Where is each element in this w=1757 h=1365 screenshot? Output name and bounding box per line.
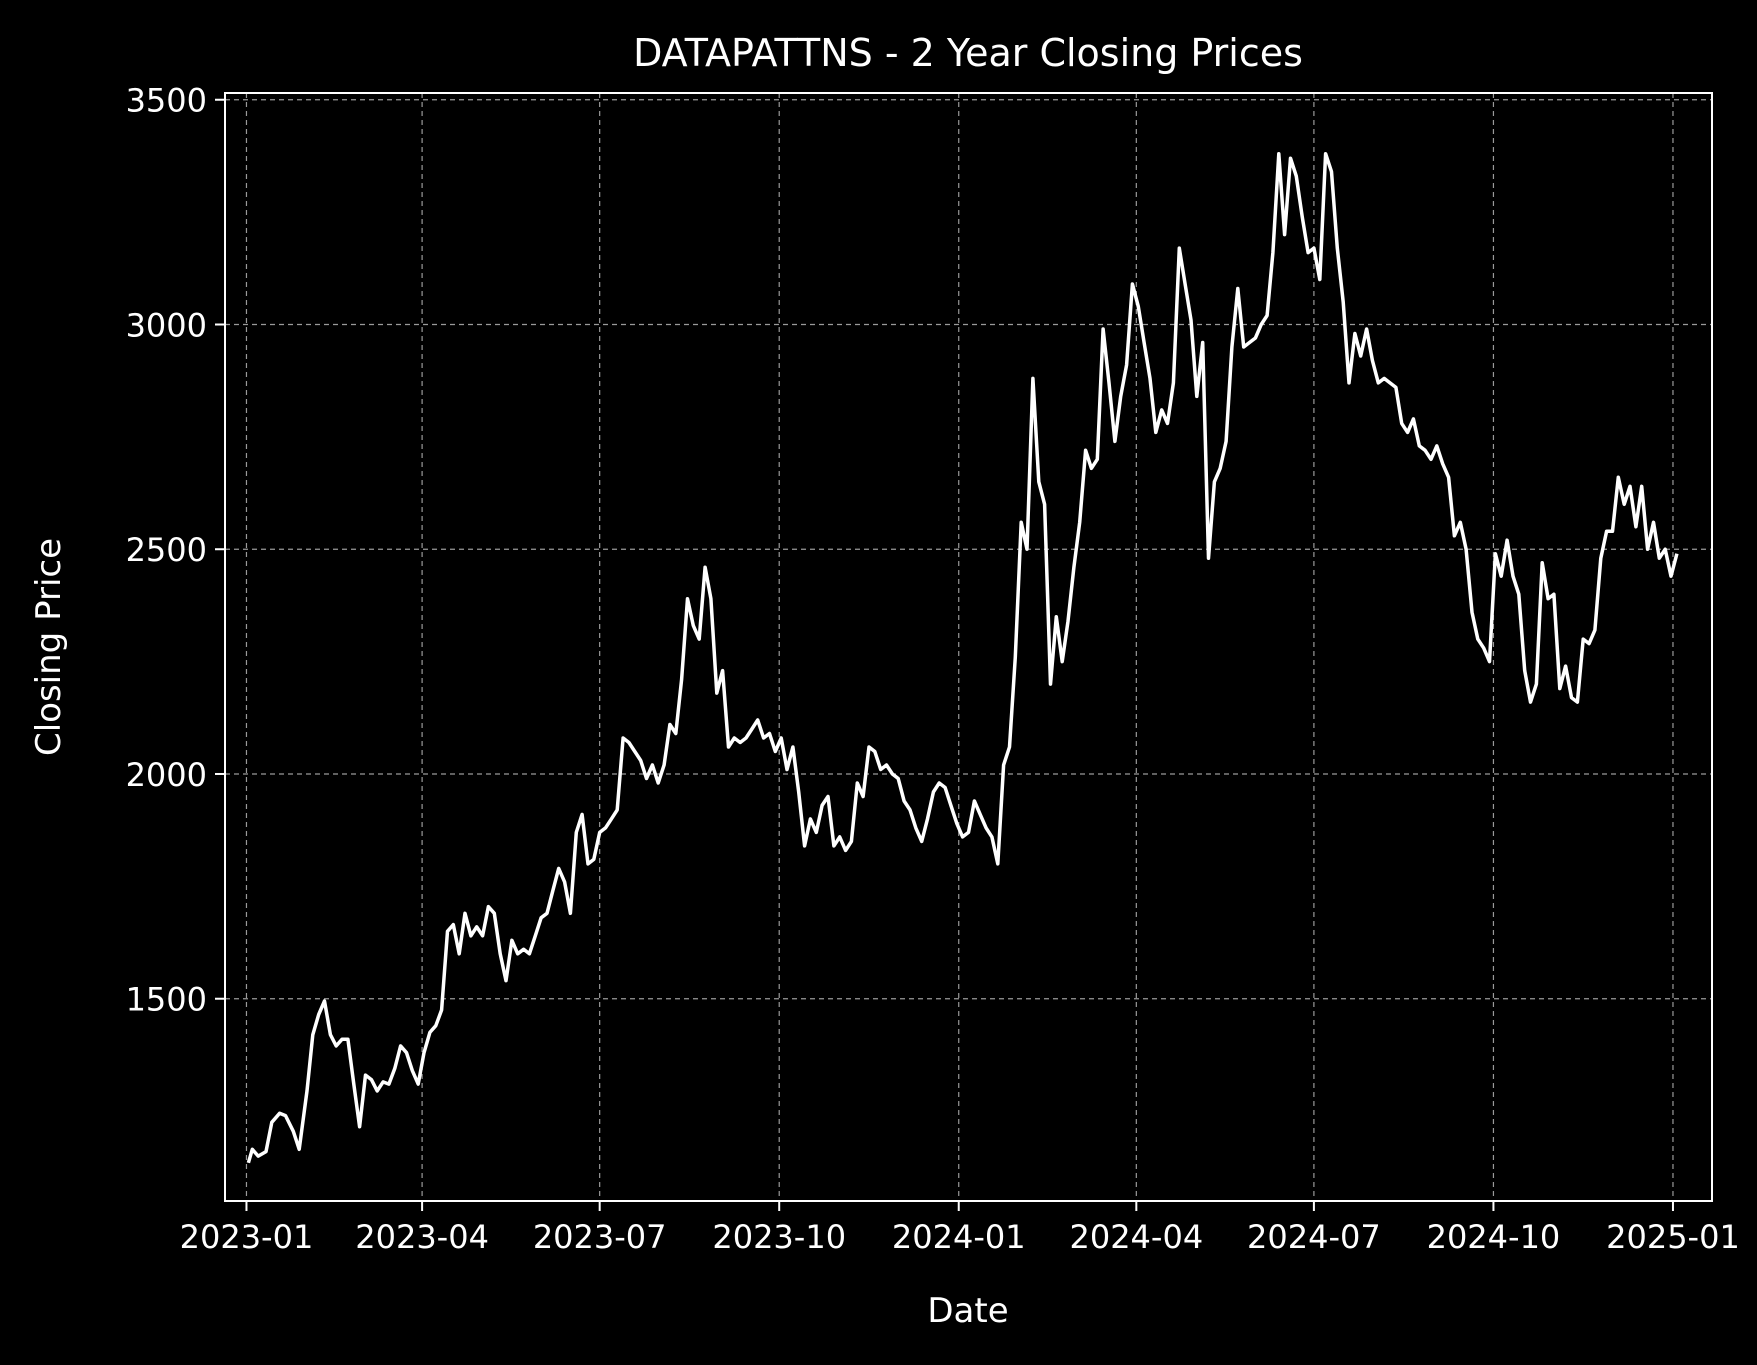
y-tick-label: 3500 bbox=[126, 82, 207, 120]
x-tick-label: 2023-04 bbox=[355, 1218, 489, 1256]
y-tick-label: 1500 bbox=[126, 981, 207, 1019]
x-axis: 2023-01 2023-04 2023-07 2023-10 2024-01 2024-… bbox=[180, 1201, 1740, 1256]
x-axis-label: Date bbox=[927, 1291, 1008, 1331]
y-axis: 1500 2000 2500 3000 3500 bbox=[126, 82, 225, 1019]
x-tick-label: 2024-04 bbox=[1069, 1218, 1203, 1256]
x-tick-label: 2025-01 bbox=[1606, 1218, 1740, 1256]
grid bbox=[225, 93, 1712, 1201]
x-tick-label: 2024-07 bbox=[1247, 1218, 1381, 1256]
x-tick-label: 2023-10 bbox=[712, 1218, 846, 1256]
x-tick-label: 2023-01 bbox=[180, 1218, 314, 1256]
x-tick-label: 2024-01 bbox=[892, 1218, 1026, 1256]
y-tick-label: 2000 bbox=[126, 756, 207, 794]
y-tick-label: 3000 bbox=[126, 306, 207, 344]
axes-frame bbox=[224, 92, 1713, 1202]
y-axis-label: Closing Price bbox=[29, 538, 69, 756]
x-tick-label: 2023-07 bbox=[533, 1218, 667, 1256]
series-line-datapattns bbox=[246, 151, 1679, 1164]
x-tick-label: 2024-10 bbox=[1427, 1218, 1561, 1256]
series-layer bbox=[246, 151, 1679, 1164]
chart-title: DATAPATTNS - 2 Year Closing Prices bbox=[633, 31, 1303, 75]
y-tick-label: 2500 bbox=[126, 531, 207, 569]
